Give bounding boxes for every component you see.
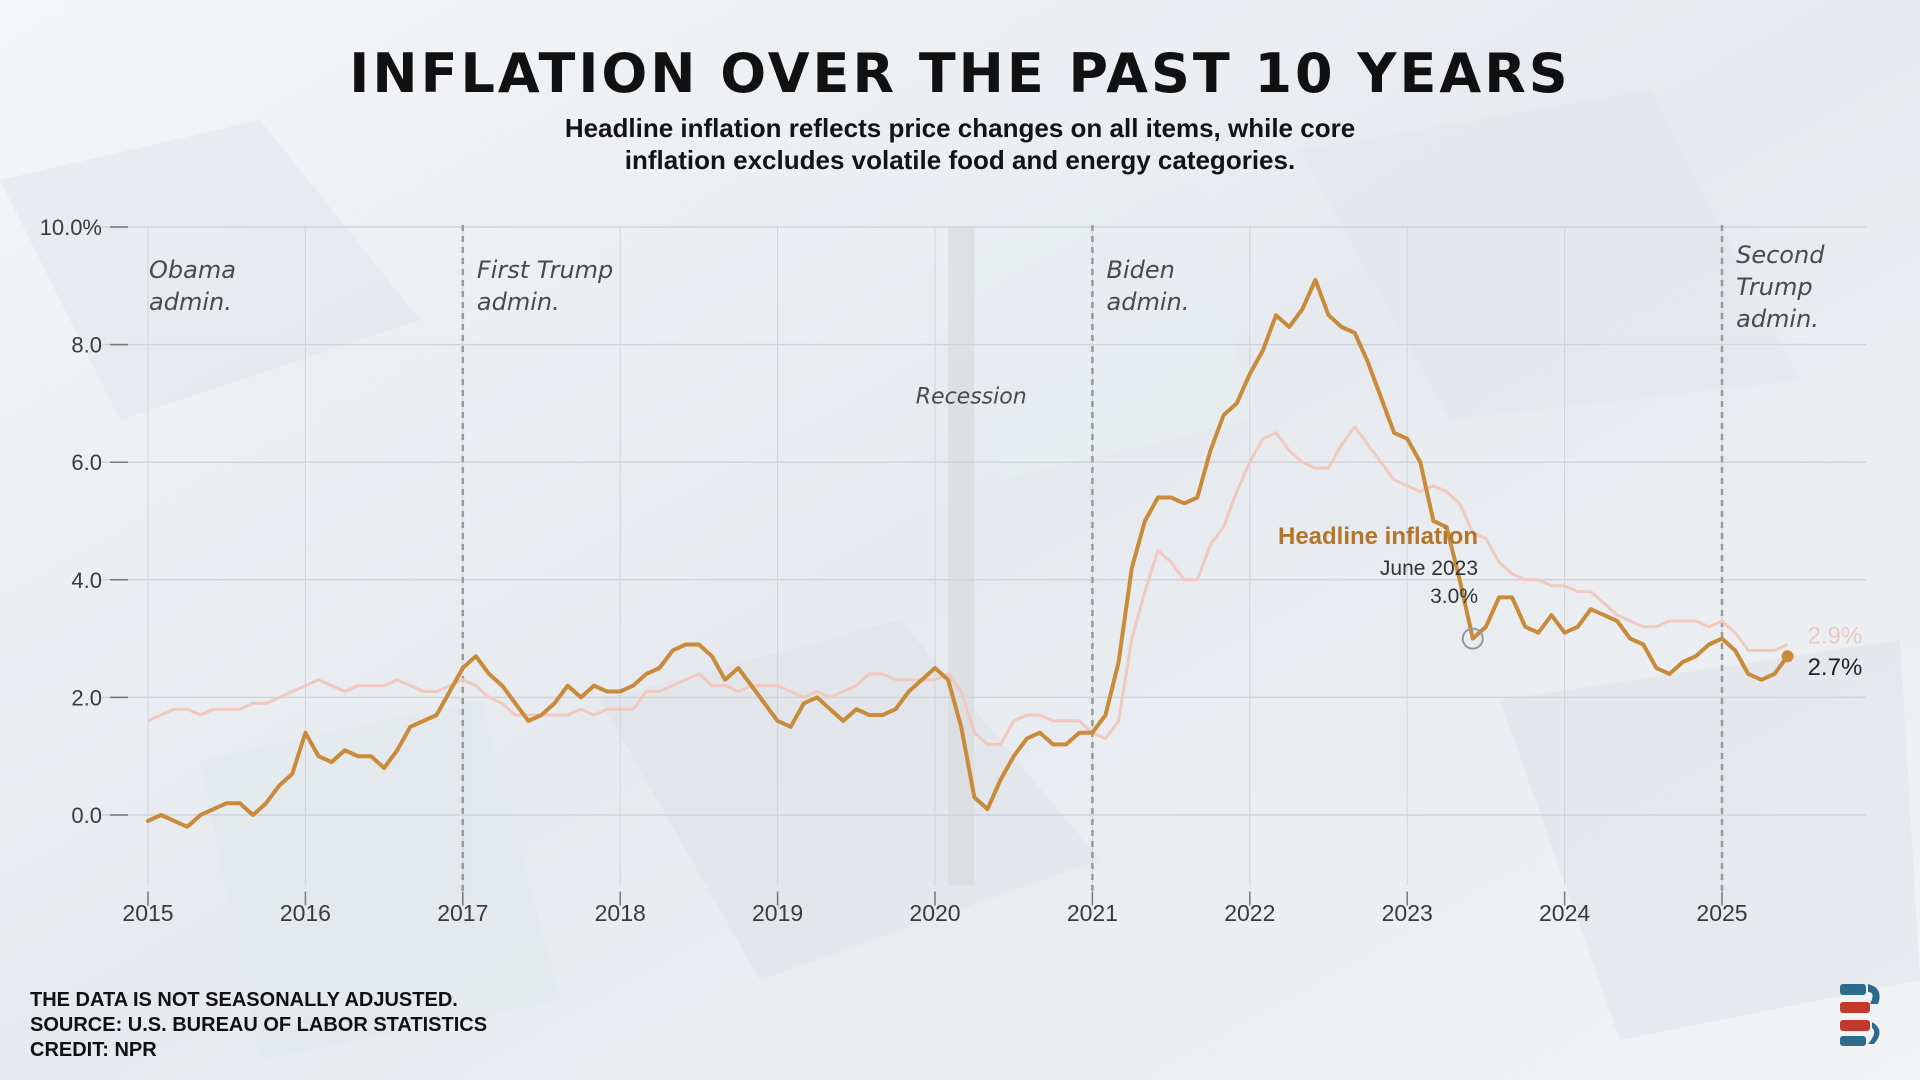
x-tick-label: 2019 — [752, 900, 803, 926]
y-tick-label: 6.0 — [71, 450, 102, 475]
x-tick-label: 2023 — [1382, 900, 1433, 926]
x-tick-label: 2024 — [1539, 900, 1590, 926]
x-tick-label: 2022 — [1224, 900, 1275, 926]
footer-notes: THE DATA IS NOT SEASONALLY ADJUSTED. SOU… — [30, 988, 487, 1063]
core-end-label: 2.9% — [1808, 622, 1863, 649]
x-tick-label: 2021 — [1067, 900, 1118, 926]
x-tick-label: 2025 — [1696, 900, 1747, 926]
y-tick-label: 0.0 — [71, 803, 102, 828]
admin-label-line: First Trump — [477, 256, 613, 284]
callout-value-label: 3.0% — [1430, 585, 1478, 608]
subtitle-line-1: Headline inflation reflects price change… — [564, 113, 1356, 143]
admin-label-line: admin. — [1736, 305, 1819, 333]
y-tick-label: 4.0 — [71, 568, 102, 593]
admin-label-line: Second — [1736, 241, 1825, 269]
headline-end-point — [1781, 650, 1794, 663]
admin-label-line: admin. — [477, 288, 560, 316]
series-layer — [146, 277, 1794, 829]
callout-marker — [1461, 627, 1484, 650]
subtitle-line-2: inflation excludes volatile food and ene… — [624, 145, 1296, 175]
annotations-layer: Recession 2.7% 2.9% Headline inflation June … — [916, 384, 1863, 681]
y-axis: 10.0% 8.0 6.0 4.0 2.0 0.0 — [40, 215, 128, 828]
callout-date-label: June 2023 — [1380, 557, 1478, 580]
recession-label: Recession — [916, 384, 1027, 409]
be-logo-icon — [1840, 984, 1880, 1046]
x-tick-label: 2015 — [122, 900, 173, 926]
footer-source: SOURCE: U.S. BUREAU OF LABOR STATISTICS — [30, 1014, 488, 1036]
y-tick-label: 8.0 — [71, 333, 102, 358]
footer-adjustment-note: THE DATA IS NOT SEASONALLY ADJUSTED. — [30, 989, 458, 1011]
footer-credit: CREDIT: NPR — [30, 1039, 157, 1061]
x-tick-label: 2017 — [437, 900, 488, 926]
chart-subtitle: Headline inflation reflects price change… — [460, 112, 1460, 176]
y-tick-label: 10.0% — [40, 215, 102, 240]
x-tick-label: 2020 — [909, 900, 960, 926]
administration-dividers — [461, 225, 1724, 894]
admin-label-line: admin. — [149, 288, 232, 316]
x-tick-label: 2016 — [280, 900, 331, 926]
headline-end-label: 2.7% — [1808, 654, 1863, 681]
y-tick-label: 2.0 — [71, 685, 102, 710]
x-tick-label: 2018 — [595, 900, 646, 926]
admin-label-line: Biden — [1107, 256, 1175, 284]
headline-inflation-line — [146, 277, 1790, 829]
x-axis: 2015 2016 2017 2018 2019 2020 2021 2022 2023 2024… — [122, 891, 1748, 926]
administration-labels: Obama admin. First Trump admin. Biden admin. S… — [149, 241, 1825, 333]
admin-label-line: Trump — [1736, 273, 1813, 301]
core-inflation-line — [147, 425, 1789, 746]
chart-title: INFLATION OVER THE PAST 10 YEARS — [349, 42, 1571, 105]
callout-series-label: Headline inflation — [1278, 523, 1478, 550]
grid-layer — [101, 226, 1867, 886]
admin-label-line: Obama — [149, 256, 236, 284]
admin-label-line: admin. — [1107, 288, 1190, 316]
